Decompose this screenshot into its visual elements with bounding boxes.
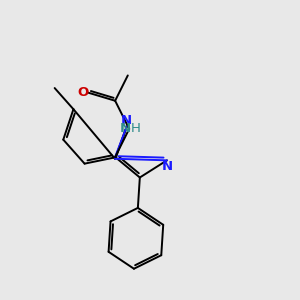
Text: N: N: [121, 114, 132, 127]
Text: N: N: [161, 160, 172, 173]
Text: N: N: [119, 122, 130, 135]
Text: O: O: [77, 86, 88, 99]
Text: H: H: [131, 122, 141, 135]
